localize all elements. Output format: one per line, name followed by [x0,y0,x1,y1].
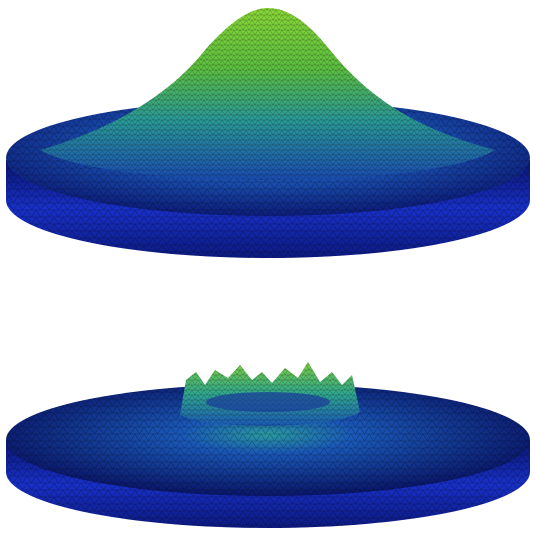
upper-model [6,8,530,258]
lower-model [6,362,530,528]
disc-top-mesh [6,384,530,496]
cone-mesh [40,8,495,180]
crown-hollow [206,392,330,412]
